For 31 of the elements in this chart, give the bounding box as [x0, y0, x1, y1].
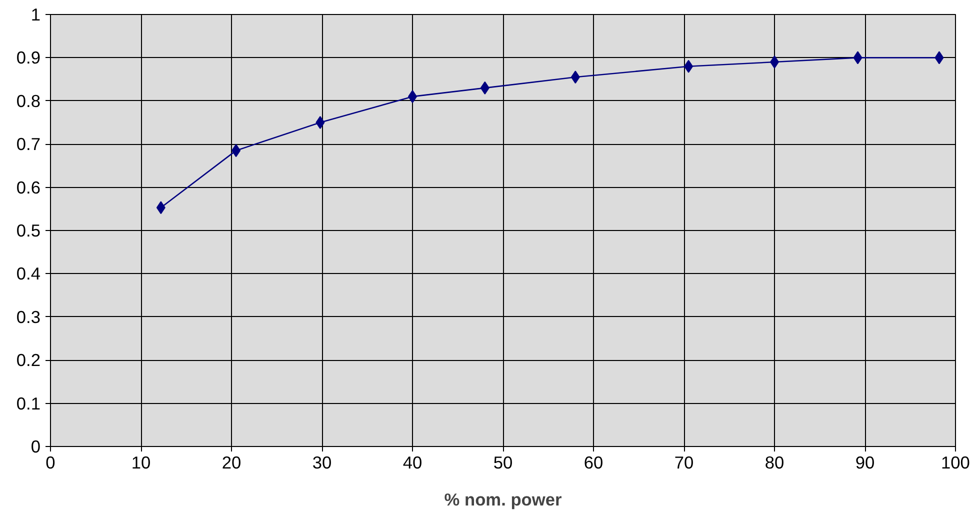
x-axis-title: % nom. power [444, 490, 562, 510]
y-tick-label: 0.6 [16, 177, 41, 198]
y-tick-label: 0.9 [16, 48, 41, 68]
point [934, 51, 944, 64]
y-tick-label: 0 [30, 436, 41, 456]
y-tick-label: 0.7 [16, 134, 41, 154]
y-tick-label: 1 [30, 4, 41, 24]
point [570, 70, 580, 84]
x-tick-label: 40 [402, 452, 422, 472]
y-tick-label: 0.5 [16, 220, 41, 240]
y-tick-label: 0.4 [16, 264, 41, 284]
x-tick-label: 100 [941, 452, 970, 472]
x-tick-label: 60 [584, 452, 604, 472]
point [316, 116, 325, 129]
x-tick-label: 70 [674, 452, 694, 472]
x-tick-label: 20 [222, 452, 242, 472]
x-tick-label: 0 [46, 452, 56, 472]
x-tick-label: 10 [131, 452, 151, 472]
x-tick-label: 90 [855, 452, 875, 472]
point [480, 81, 490, 94]
y-tick-label: 0.8 [16, 90, 41, 111]
x-tick-label: 30 [312, 452, 332, 472]
point [232, 144, 241, 158]
point [156, 201, 166, 214]
x-tick-label: 50 [493, 452, 513, 472]
x-tick-label: 80 [764, 452, 784, 472]
y-tick-label: 0.1 [16, 393, 41, 414]
y-tick-label: 0.3 [16, 306, 41, 327]
point [853, 51, 862, 64]
point [684, 60, 694, 73]
y-tick-label: 0.2 [16, 350, 41, 370]
